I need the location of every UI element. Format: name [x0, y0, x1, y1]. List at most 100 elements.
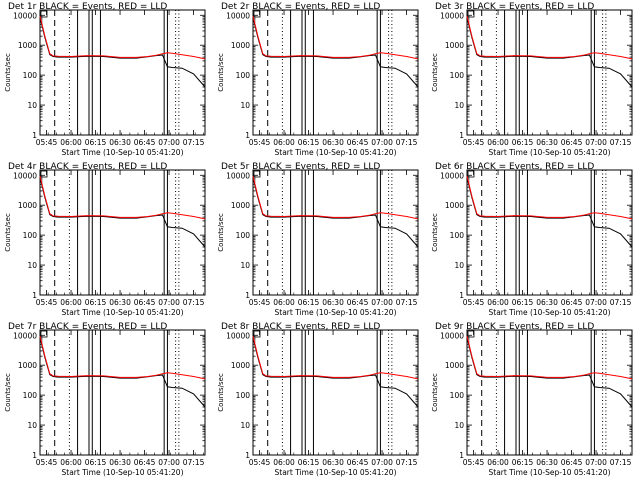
lld-series-line	[252, 175, 419, 220]
events-series-line	[39, 17, 206, 88]
x-tick-label: 06:45	[561, 138, 583, 147]
y-tick-label: 10	[27, 261, 37, 270]
y-tick-label: 100	[23, 391, 38, 400]
y-tick-label: 10	[454, 261, 464, 270]
x-tick-label: 06:00	[60, 138, 82, 147]
detector-panel-4: Det 4r BLACK = Events, RED = LLD Counts/s…	[4, 162, 206, 317]
corner-marker	[40, 170, 48, 178]
y-tick-label: 1	[245, 131, 250, 140]
plot-frame	[252, 9, 419, 136]
x-tick-label: 06:00	[60, 298, 82, 307]
y-tick-label: 10	[454, 101, 464, 110]
x-tick-label: 06:00	[60, 458, 82, 467]
y-tick-label: 100	[236, 391, 251, 400]
panel-title: Det 3r BLACK = Events, RED = LLD	[435, 2, 594, 12]
x-axis-label: Start Time (10-Sep-10 05:41:20)	[489, 148, 611, 157]
x-tick-label: 06:45	[347, 298, 369, 307]
y-tick-label: 1	[459, 451, 464, 460]
panel-title: Det 8r BLACK = Events, RED = LLD	[221, 322, 380, 332]
panel-title: Det 6r BLACK = Events, RED = LLD	[435, 162, 594, 172]
y-tick-label: 10000	[226, 11, 250, 20]
detector-panel-9: Det 9r BLACK = Events, RED = LLD Counts/s…	[431, 322, 633, 477]
detector-panel-2: Det 2r BLACK = Events, RED = LLD Counts/s…	[217, 2, 419, 157]
x-tick-label: 05:45	[36, 298, 58, 307]
lld-series-line	[252, 335, 419, 380]
y-tick-label: 1	[32, 451, 37, 460]
x-tick-label: 06:00	[273, 458, 295, 467]
y-axis-label: Counts/sec	[217, 373, 225, 412]
x-tick-label: 07:00	[585, 298, 607, 307]
y-tick-label: 1	[245, 291, 250, 300]
plot-frame	[39, 329, 206, 456]
x-axis-label: Start Time (10-Sep-10 05:41:20)	[275, 308, 397, 317]
detector-panel-6: Det 6r BLACK = Events, RED = LLD Counts/s…	[431, 162, 633, 317]
x-tick-label: 06:15	[85, 458, 107, 467]
y-tick-label: 10	[240, 101, 250, 110]
x-axis-label: Start Time (10-Sep-10 05:41:20)	[275, 468, 397, 477]
detector-panel-8: Det 8r BLACK = Events, RED = LLD Counts/s…	[217, 322, 419, 477]
x-tick-label: 07:00	[371, 458, 393, 467]
corner-marker	[467, 330, 475, 338]
x-tick-label: 06:15	[298, 138, 320, 147]
x-tick-label: 06:30	[109, 458, 131, 467]
x-tick-label: 06:15	[512, 458, 534, 467]
x-tick-label: 07:15	[183, 458, 205, 467]
y-tick-label: 100	[23, 71, 38, 80]
y-axis-label: Counts/sec	[431, 53, 439, 92]
y-tick-label: 10000	[13, 331, 37, 340]
y-tick-label: 1000	[445, 41, 464, 50]
detector-panel-5: Det 5r BLACK = Events, RED = LLD Counts/s…	[217, 162, 419, 317]
x-tick-label: 05:45	[463, 298, 485, 307]
y-tick-label: 1	[459, 131, 464, 140]
x-tick-label: 06:00	[273, 298, 295, 307]
x-tick-label: 06:45	[347, 138, 369, 147]
y-tick-label: 1000	[231, 361, 250, 370]
x-tick-label: 06:00	[487, 138, 509, 147]
x-tick-label: 06:30	[322, 298, 344, 307]
lld-series-line	[252, 15, 419, 60]
corner-marker	[40, 10, 48, 18]
x-tick-label: 05:45	[249, 458, 271, 467]
lld-series-line	[466, 175, 633, 220]
y-tick-label: 1	[32, 131, 37, 140]
x-tick-label: 06:30	[536, 138, 558, 147]
y-tick-label: 1	[32, 291, 37, 300]
y-tick-label: 1	[459, 291, 464, 300]
x-tick-label: 07:00	[585, 138, 607, 147]
y-tick-label: 10	[27, 101, 37, 110]
y-tick-label: 10000	[13, 171, 37, 180]
y-tick-label: 10000	[440, 11, 464, 20]
y-tick-label: 10	[240, 421, 250, 430]
x-tick-label: 06:00	[487, 458, 509, 467]
corner-marker	[467, 170, 475, 178]
x-tick-label: 05:45	[463, 138, 485, 147]
x-tick-label: 06:45	[347, 458, 369, 467]
x-tick-label: 06:30	[322, 458, 344, 467]
events-series-line	[466, 337, 633, 408]
events-series-line	[39, 337, 206, 408]
x-tick-label: 07:00	[371, 138, 393, 147]
x-tick-label: 06:30	[536, 458, 558, 467]
x-tick-label: 05:45	[249, 138, 271, 147]
lld-series-line	[466, 15, 633, 60]
events-series-line	[252, 177, 419, 248]
x-tick-label: 07:00	[371, 298, 393, 307]
x-tick-label: 07:00	[158, 138, 180, 147]
x-tick-label: 06:00	[273, 138, 295, 147]
x-tick-label: 05:45	[463, 458, 485, 467]
x-tick-label: 07:15	[183, 298, 205, 307]
panel-title: Det 1r BLACK = Events, RED = LLD	[8, 2, 167, 12]
y-tick-label: 10	[27, 421, 37, 430]
y-tick-label: 10000	[226, 331, 250, 340]
x-tick-label: 07:15	[610, 458, 632, 467]
detector-panel-3: Det 3r BLACK = Events, RED = LLD Counts/s…	[431, 2, 633, 157]
x-tick-label: 07:00	[158, 458, 180, 467]
x-tick-label: 07:15	[610, 298, 632, 307]
panel-title: Det 5r BLACK = Events, RED = LLD	[221, 162, 380, 172]
panel-title: Det 4r BLACK = Events, RED = LLD	[8, 162, 167, 172]
x-tick-label: 07:00	[585, 458, 607, 467]
x-tick-label: 07:15	[610, 138, 632, 147]
x-axis-label: Start Time (10-Sep-10 05:41:20)	[489, 308, 611, 317]
x-tick-label: 05:45	[249, 298, 271, 307]
